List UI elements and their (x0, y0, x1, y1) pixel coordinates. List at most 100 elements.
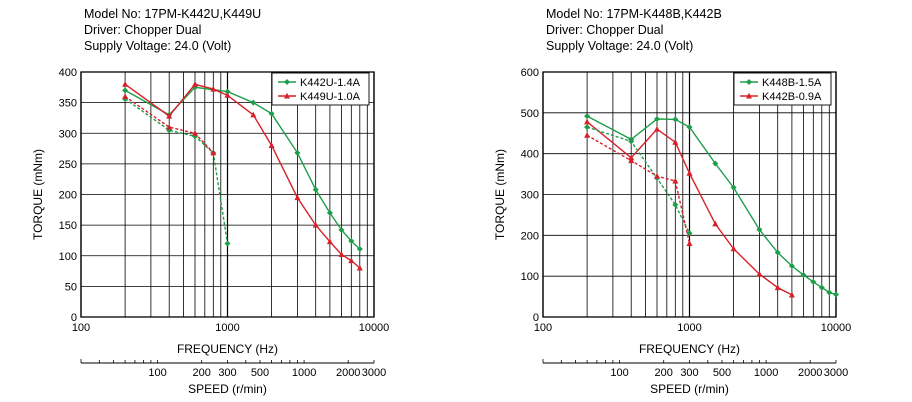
chart1-data-point (122, 87, 129, 94)
chart2-y-axis-label: TORQUE (mNm) (493, 149, 507, 240)
chart1-data-point (191, 129, 198, 136)
chart1-speed-tick-label: 200 (193, 367, 211, 379)
chart1-y-tick-label: 250 (59, 159, 77, 171)
chart1-data-point (356, 264, 363, 271)
chart1-speed-tick-label: 100 (148, 367, 166, 379)
chart1-y-tick-label: 300 (59, 128, 77, 140)
chart1-data-point (326, 238, 333, 245)
chart2-speed-tick-label: 3000 (824, 367, 848, 379)
chart2-header-line: Model No: 17PM-K448B,K442B (546, 7, 722, 21)
chart1-speed-tick-label: 2000 (336, 367, 360, 379)
chart1-legend-label: K449U-1.0A (300, 91, 361, 103)
chart1-data-point (250, 111, 257, 118)
chart2-data-point (653, 172, 660, 179)
chart1-plot-frame (80, 71, 375, 318)
chart1-series-line (124, 86, 361, 250)
chart2-speed-tick-label: 2000 (798, 367, 822, 379)
chart2-data-point (672, 116, 679, 123)
chart1-data-point (268, 142, 275, 148)
chart1-data-point (312, 186, 319, 193)
chart1-data-point (166, 123, 173, 130)
chart1-y-tick-label: 150 (59, 220, 77, 232)
chart2-y-tick-label: 500 (521, 108, 539, 120)
chart2-header-line: Driver: Chopper Dual (546, 23, 663, 37)
chart2-data-point (653, 115, 660, 122)
chart1-legend-marker (284, 79, 290, 85)
chart1-data-point (338, 227, 345, 234)
chart2-data-point (712, 220, 719, 227)
chart1-data-point (224, 88, 231, 95)
chart2-data-point (672, 201, 679, 208)
chart2-data-point (686, 169, 693, 176)
chart1-x-tick-label: 100 (72, 322, 90, 334)
chart1-data-point (210, 85, 217, 92)
chart2-speed-tick-label: 500 (713, 367, 731, 379)
chart1-data-point (210, 149, 217, 156)
chart1-y-axis-label: TORQUE (mNm) (31, 149, 45, 240)
chart1-speed-tick-label: 300 (218, 367, 236, 379)
chart2-data-point (730, 184, 737, 191)
chart1-speed-tick-label: 500 (251, 367, 269, 379)
chart1-x-tick-label: 1000 (215, 322, 239, 334)
chart2-data-point (818, 284, 825, 291)
chart2-speed-axis-label: SPEED (r/min) (650, 382, 729, 396)
chart1-data-point (348, 257, 355, 264)
chart2-data-point (800, 271, 807, 278)
chart1-data-point (326, 209, 333, 216)
chart2-plot-frame (542, 71, 837, 318)
chart2-data-point (826, 289, 833, 296)
chart1-y-tick-label: 50 (65, 281, 77, 293)
chart2-data-point (686, 124, 693, 131)
chart1-data-point (191, 80, 198, 87)
chart2-x-tick-label: 100 (534, 322, 552, 334)
chart1-data-point (224, 240, 231, 247)
chart1-header-line: Supply Voltage: 24.0 (Volt) (84, 39, 231, 53)
chart1-legend-marker (284, 92, 290, 99)
chart1-series-line (124, 95, 214, 154)
chart2-data-point (810, 278, 817, 285)
chart2-legend-marker (746, 92, 752, 99)
chart1-y-tick-label: 0 (71, 312, 77, 324)
chart1-series-line (124, 98, 229, 244)
chart1-header-line: Model No: 17PM-K442U,K449U (84, 7, 261, 21)
chart2-series-line (586, 121, 793, 296)
chart2-header-line: Supply Voltage: 24.0 (Volt) (546, 39, 693, 53)
chart2-data-point (686, 240, 693, 246)
chart1-series-line (124, 83, 361, 269)
chart2-data-point (833, 291, 839, 298)
chart1-data-point (294, 194, 301, 201)
chart2-series-line (586, 134, 691, 244)
chart2-data-point (788, 262, 795, 269)
chart2-legend-marker (746, 79, 752, 85)
chart1-y-tick-label: 350 (59, 98, 77, 110)
chart1-data-point (268, 110, 275, 117)
chart2-data-point (756, 270, 763, 277)
chart2-data-point (653, 125, 660, 132)
chart1-speed-axis-label: SPEED (r/min) (188, 382, 267, 396)
chart2-speed-tick-label: 300 (680, 367, 698, 379)
chart1-data-point (250, 99, 257, 106)
chart1-data-point (348, 238, 355, 245)
chart2-data-point (672, 138, 679, 145)
chart2-data-point (774, 284, 781, 291)
chart1-y-tick-label: 100 (59, 251, 77, 263)
chart2-data-point (628, 138, 635, 145)
chart2-speed-tick-label: 100 (610, 367, 628, 379)
chart2-data-point (584, 131, 591, 138)
chart1-data-point (294, 149, 301, 156)
chart2-data-point (788, 291, 795, 298)
chart1-data-point (122, 80, 129, 87)
chart2-data-point (584, 124, 591, 131)
chart1-header-line: Driver: Chopper Dual (84, 23, 201, 37)
chart2-data-point (584, 118, 591, 125)
chart1-y-tick-label: 200 (59, 190, 77, 202)
chart2-series-line (586, 115, 837, 296)
chart2-x-tick-label: 10000 (821, 322, 852, 334)
chart1-speed-tick-label: 1000 (292, 367, 316, 379)
chart1-legend-label: K442U-1.4A (300, 77, 361, 89)
chart1-x-axis-label: FREQUENCY (Hz) (177, 342, 278, 356)
chart2-data-point (672, 177, 679, 184)
chart2-data-point (712, 160, 719, 167)
chart2-y-tick-label: 300 (521, 190, 539, 202)
